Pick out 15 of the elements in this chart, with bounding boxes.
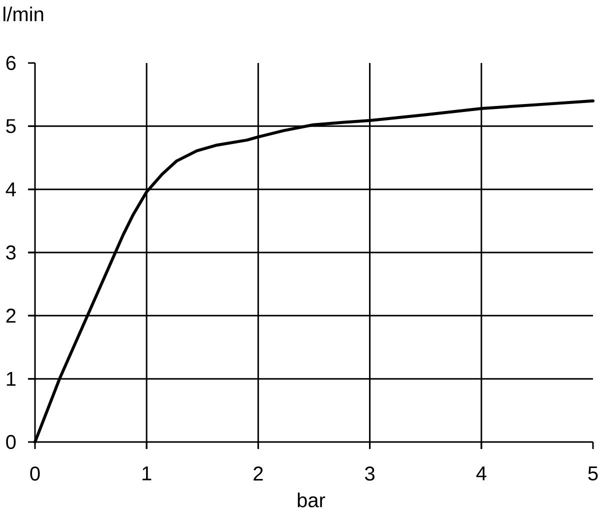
x-tick-label: 5 bbox=[588, 466, 598, 480]
y-tick-label: 0 bbox=[6, 434, 16, 450]
y-axis-title: l/min bbox=[4, 6, 44, 22]
x-tick-label: 2 bbox=[254, 466, 263, 480]
y-tick-label: 6 bbox=[6, 56, 16, 70]
y-tick-label: 4 bbox=[6, 182, 16, 196]
x-tick-label: 0 bbox=[30, 466, 40, 481]
y-tick-label: 1 bbox=[6, 372, 16, 386]
y-tick-label: 3 bbox=[6, 245, 16, 260]
x-tick-label: 3 bbox=[365, 466, 374, 481]
x-tick-label: 4 bbox=[476, 466, 486, 480]
y-tick-label: 2 bbox=[6, 308, 16, 323]
x-tick-label: 1 bbox=[142, 466, 152, 480]
y-tick-label: 5 bbox=[6, 119, 16, 134]
x-axis-title: bar bbox=[298, 492, 326, 508]
